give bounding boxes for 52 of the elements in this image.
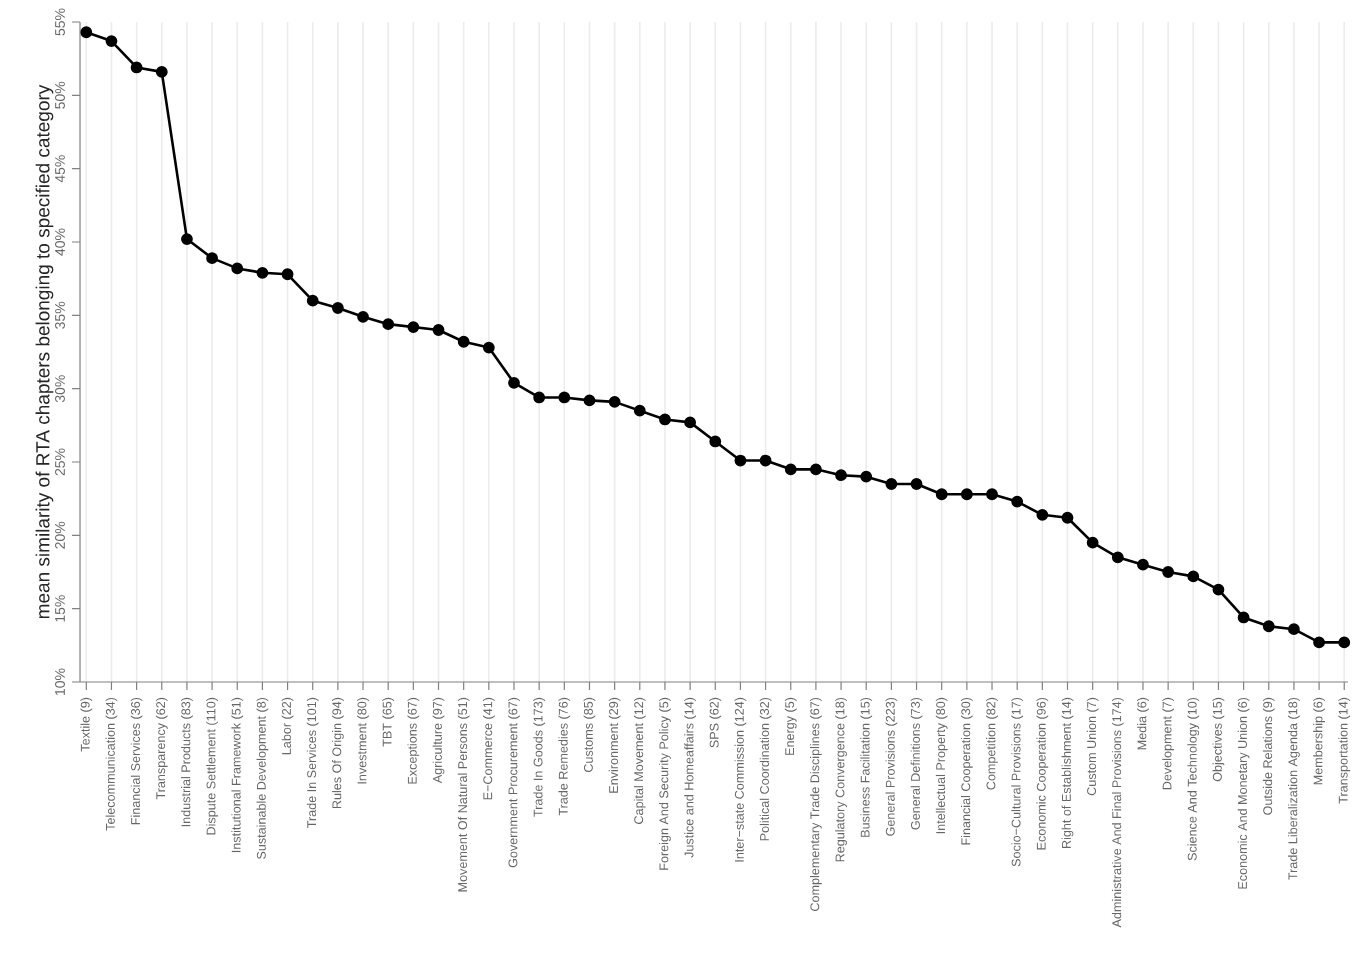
point xyxy=(986,488,998,501)
point xyxy=(256,266,269,279)
point xyxy=(810,463,822,476)
point xyxy=(633,404,646,417)
point xyxy=(1111,551,1124,564)
point xyxy=(784,463,797,476)
point xyxy=(130,61,143,74)
point xyxy=(306,294,319,307)
point xyxy=(1137,558,1149,571)
point xyxy=(1262,620,1275,633)
point xyxy=(1313,636,1325,649)
point xyxy=(860,470,873,483)
y-axis-title: mean similarity of RTA chapters belonging to specified category xyxy=(35,84,54,619)
point xyxy=(1288,623,1300,636)
point xyxy=(457,335,470,348)
point xyxy=(1086,536,1099,549)
point xyxy=(1011,495,1024,508)
point xyxy=(709,435,722,448)
point xyxy=(583,394,596,407)
point xyxy=(734,454,747,467)
point xyxy=(181,233,193,245)
point xyxy=(155,65,168,78)
point xyxy=(1338,636,1351,649)
point xyxy=(1237,611,1250,624)
point xyxy=(759,454,772,467)
point xyxy=(659,413,671,426)
point xyxy=(1187,570,1200,583)
point xyxy=(533,391,546,404)
point xyxy=(684,416,697,429)
point xyxy=(80,26,93,39)
point xyxy=(508,376,520,389)
point xyxy=(482,341,495,354)
point xyxy=(608,395,621,408)
point xyxy=(885,478,898,490)
point xyxy=(231,262,244,275)
point xyxy=(1061,511,1074,524)
point xyxy=(382,318,395,331)
point xyxy=(1162,566,1175,578)
point xyxy=(281,268,294,281)
point xyxy=(558,391,571,404)
point xyxy=(1036,508,1049,521)
point xyxy=(432,324,445,336)
point xyxy=(910,478,923,490)
point xyxy=(960,488,973,501)
point xyxy=(1212,583,1225,596)
point xyxy=(935,488,948,501)
point xyxy=(835,469,847,482)
point xyxy=(357,310,369,323)
point xyxy=(206,252,218,265)
point xyxy=(105,35,118,47)
point xyxy=(407,321,420,333)
point xyxy=(331,302,344,314)
